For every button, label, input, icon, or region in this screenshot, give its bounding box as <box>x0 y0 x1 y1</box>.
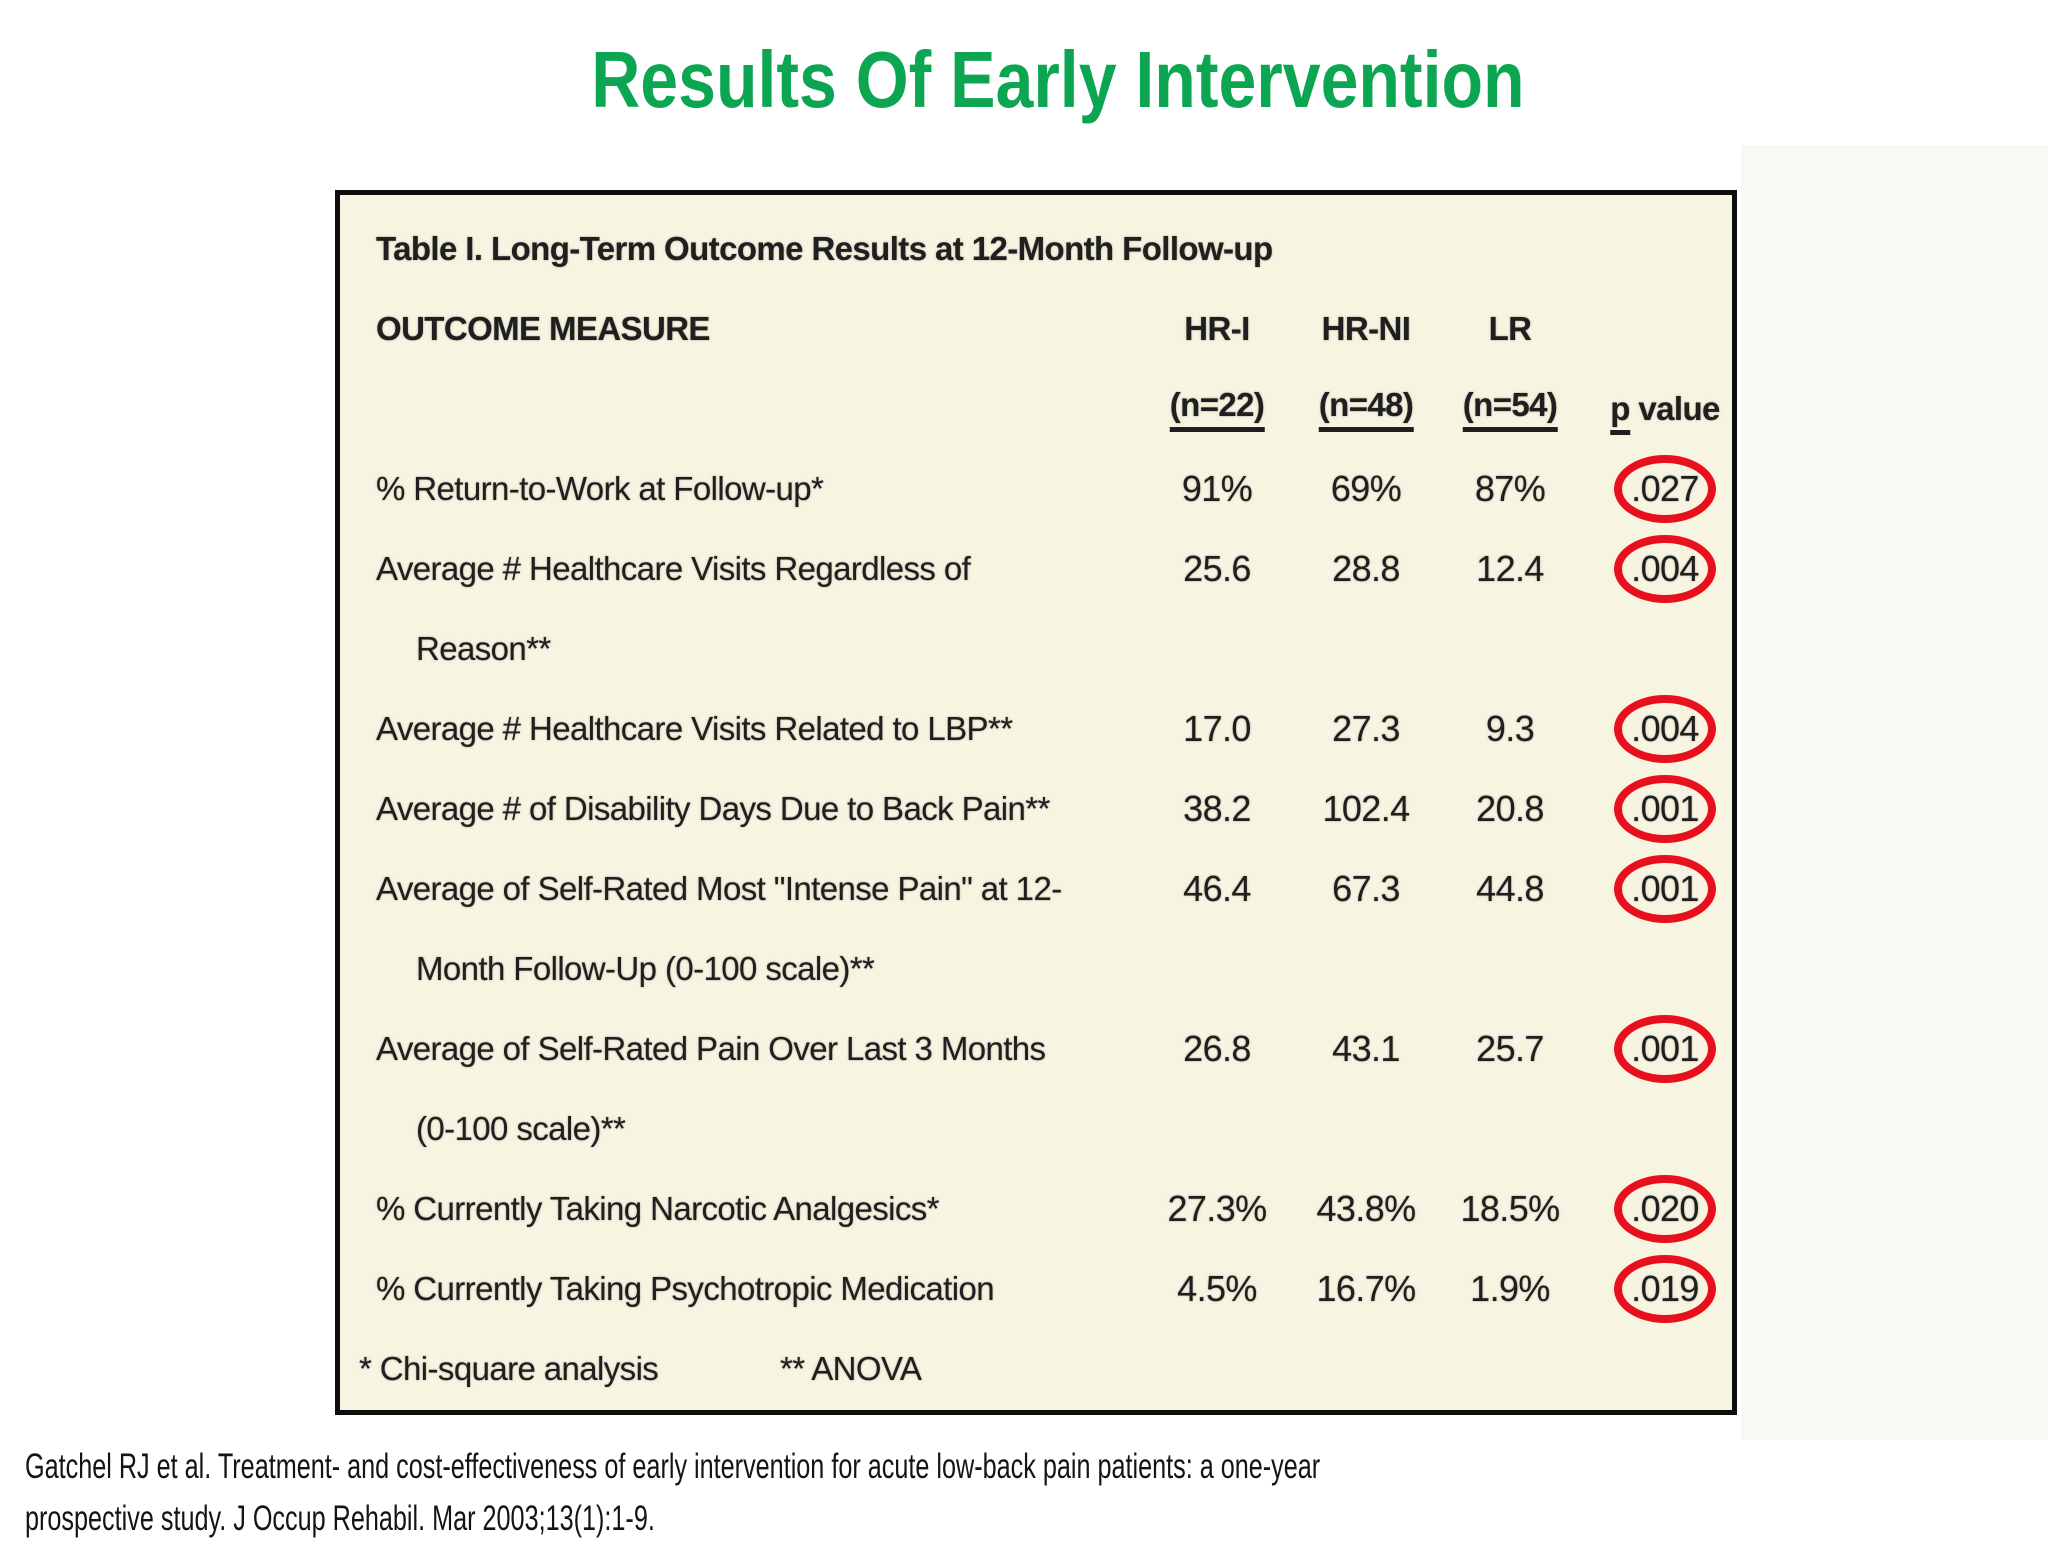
cell-value: 20.8 <box>1476 788 1544 829</box>
cell-value: 69% <box>1330 468 1402 509</box>
p-value-header: p value <box>1610 390 1720 435</box>
cell-value: 27.3 <box>1332 708 1400 749</box>
p-value: .001 <box>1631 1028 1699 1069</box>
outcome-table: Table I. Long-Term Outcome Results at 12… <box>335 190 1737 1415</box>
cell-value: 38.2 <box>1183 788 1251 829</box>
col-header-hr-i: HR-I <box>1184 310 1250 347</box>
cell-value: 67.3 <box>1332 868 1400 909</box>
slide-title: Results Of Early Intervention <box>591 35 1525 124</box>
table-row-label: Average of Self-Rated Pain Over Last 3 M… <box>376 1030 1046 1067</box>
table-header-groups: OUTCOME MEASURE HR-I HR-NI LR <box>340 289 1732 369</box>
p-value: .001 <box>1631 788 1699 829</box>
p-value-circle <box>1614 535 1716 603</box>
p-value-circle <box>1614 775 1716 843</box>
citation-line-2: prospective study. J Occup Rehabil. Mar … <box>25 1499 655 1538</box>
table-row-5-continuation: Month Follow-Up (0-100 scale)** <box>340 929 1732 1009</box>
table-row-label: Average # of Disability Days Due to Back… <box>376 790 1050 827</box>
p-value-header-p: p <box>1610 390 1630 435</box>
cell-value: 4.5% <box>1177 1268 1257 1309</box>
table-row-7: % Currently Taking Narcotic Analgesics* 2… <box>340 1169 1732 1249</box>
col-header-hr-ni: HR-NI <box>1321 310 1411 347</box>
table-row-label: % Return-to-Work at Follow-up* <box>376 470 824 507</box>
cell-value: 87% <box>1474 468 1546 509</box>
table-row-label: % Currently Taking Psychotropic Medicati… <box>376 1270 995 1307</box>
n-label-hr-ni: (n=48) <box>1318 386 1414 432</box>
cell-value: 28.8 <box>1332 548 1400 589</box>
p-value-circle <box>1614 855 1716 923</box>
cell-value: 25.7 <box>1476 1028 1544 1069</box>
citation-line-1: Gatchel RJ et al. Treatment- and cost-ef… <box>25 1447 1321 1486</box>
table-row-3: Average # Healthcare Visits Related to L… <box>340 689 1732 769</box>
table-row-label: Reason** <box>416 630 551 667</box>
table-caption-row: Table I. Long-Term Outcome Results at 12… <box>340 209 1732 289</box>
cell-value: 9.3 <box>1485 708 1535 749</box>
p-value: .004 <box>1631 708 1699 749</box>
footnote-chi-square: * Chi-square analysis <box>359 1350 659 1387</box>
cell-value: 43.8% <box>1316 1188 1416 1229</box>
table-row-label: Average # Healthcare Visits Related to L… <box>376 710 1013 747</box>
cell-value: 46.4 <box>1183 868 1251 909</box>
n-label-lr: (n=54) <box>1462 386 1558 432</box>
cell-value: 27.3% <box>1167 1188 1267 1229</box>
p-value-circle <box>1614 1175 1716 1243</box>
table-row-6: Average of Self-Rated Pain Over Last 3 M… <box>340 1009 1732 1089</box>
cell-value: 16.7% <box>1316 1268 1416 1309</box>
table-row-label: (0-100 scale)** <box>416 1110 626 1147</box>
p-value: .020 <box>1631 1188 1699 1229</box>
table-row-6-continuation: (0-100 scale)** <box>340 1089 1732 1169</box>
p-value: .019 <box>1631 1268 1699 1309</box>
footnote-anova: ** ANOVA <box>780 1350 922 1387</box>
p-value-circle <box>1614 1015 1716 1083</box>
p-value-header-rest: value <box>1629 390 1720 427</box>
cell-value: 44.8 <box>1476 868 1544 909</box>
table-row-8: % Currently Taking Psychotropic Medicati… <box>340 1249 1732 1329</box>
p-value-circle <box>1614 455 1716 523</box>
table-row-4: Average # of Disability Days Due to Back… <box>340 769 1732 849</box>
table-row-5: Average of Self-Rated Most "Intense Pain… <box>340 849 1732 929</box>
p-value: .001 <box>1631 868 1699 909</box>
cell-value: 12.4 <box>1476 548 1544 589</box>
cell-value: 91% <box>1181 468 1253 509</box>
cell-value: 43.1 <box>1332 1028 1400 1069</box>
cell-value: 102.4 <box>1322 788 1410 829</box>
table-row-2-continuation: Reason** <box>340 609 1732 689</box>
table-row-label: Month Follow-Up (0-100 scale)** <box>416 950 875 987</box>
p-value: .004 <box>1631 548 1699 589</box>
table-footnotes: * Chi-square analysis ** ANOVA <box>340 1329 1732 1409</box>
citation: Gatchel RJ et al. Treatment- and cost-ef… <box>25 1441 1824 1545</box>
scan-margin <box>1741 145 2048 1440</box>
cell-value: 25.6 <box>1183 548 1251 589</box>
table-row-label: % Currently Taking Narcotic Analgesics* <box>376 1190 940 1227</box>
cell-value: 18.5% <box>1460 1188 1560 1229</box>
col-header-lr: LR <box>1488 310 1532 347</box>
table-row-1: % Return-to-Work at Follow-up* 91% 69% 87%.… <box>340 449 1732 529</box>
table-header-counts: (n=22) (n=48) (n=54) p value <box>340 369 1732 449</box>
n-label-hr-i: (n=22) <box>1169 386 1265 432</box>
cell-value: 26.8 <box>1183 1028 1251 1069</box>
cell-value: 1.9% <box>1470 1268 1550 1309</box>
table-row-2: Average # Healthcare Visits Regardless o… <box>340 529 1732 609</box>
outcome-measure-header: OUTCOME MEASURE <box>376 310 710 347</box>
p-value-circle <box>1614 695 1716 763</box>
cell-value: 17.0 <box>1183 708 1251 749</box>
p-value: .027 <box>1631 468 1699 509</box>
table-caption: Table I. Long-Term Outcome Results at 12… <box>376 230 1273 267</box>
table-row-label: Average # Healthcare Visits Regardless o… <box>376 550 971 587</box>
p-value-circle <box>1614 1255 1716 1323</box>
table-row-label: Average of Self-Rated Most "Intense Pain… <box>376 870 1062 907</box>
